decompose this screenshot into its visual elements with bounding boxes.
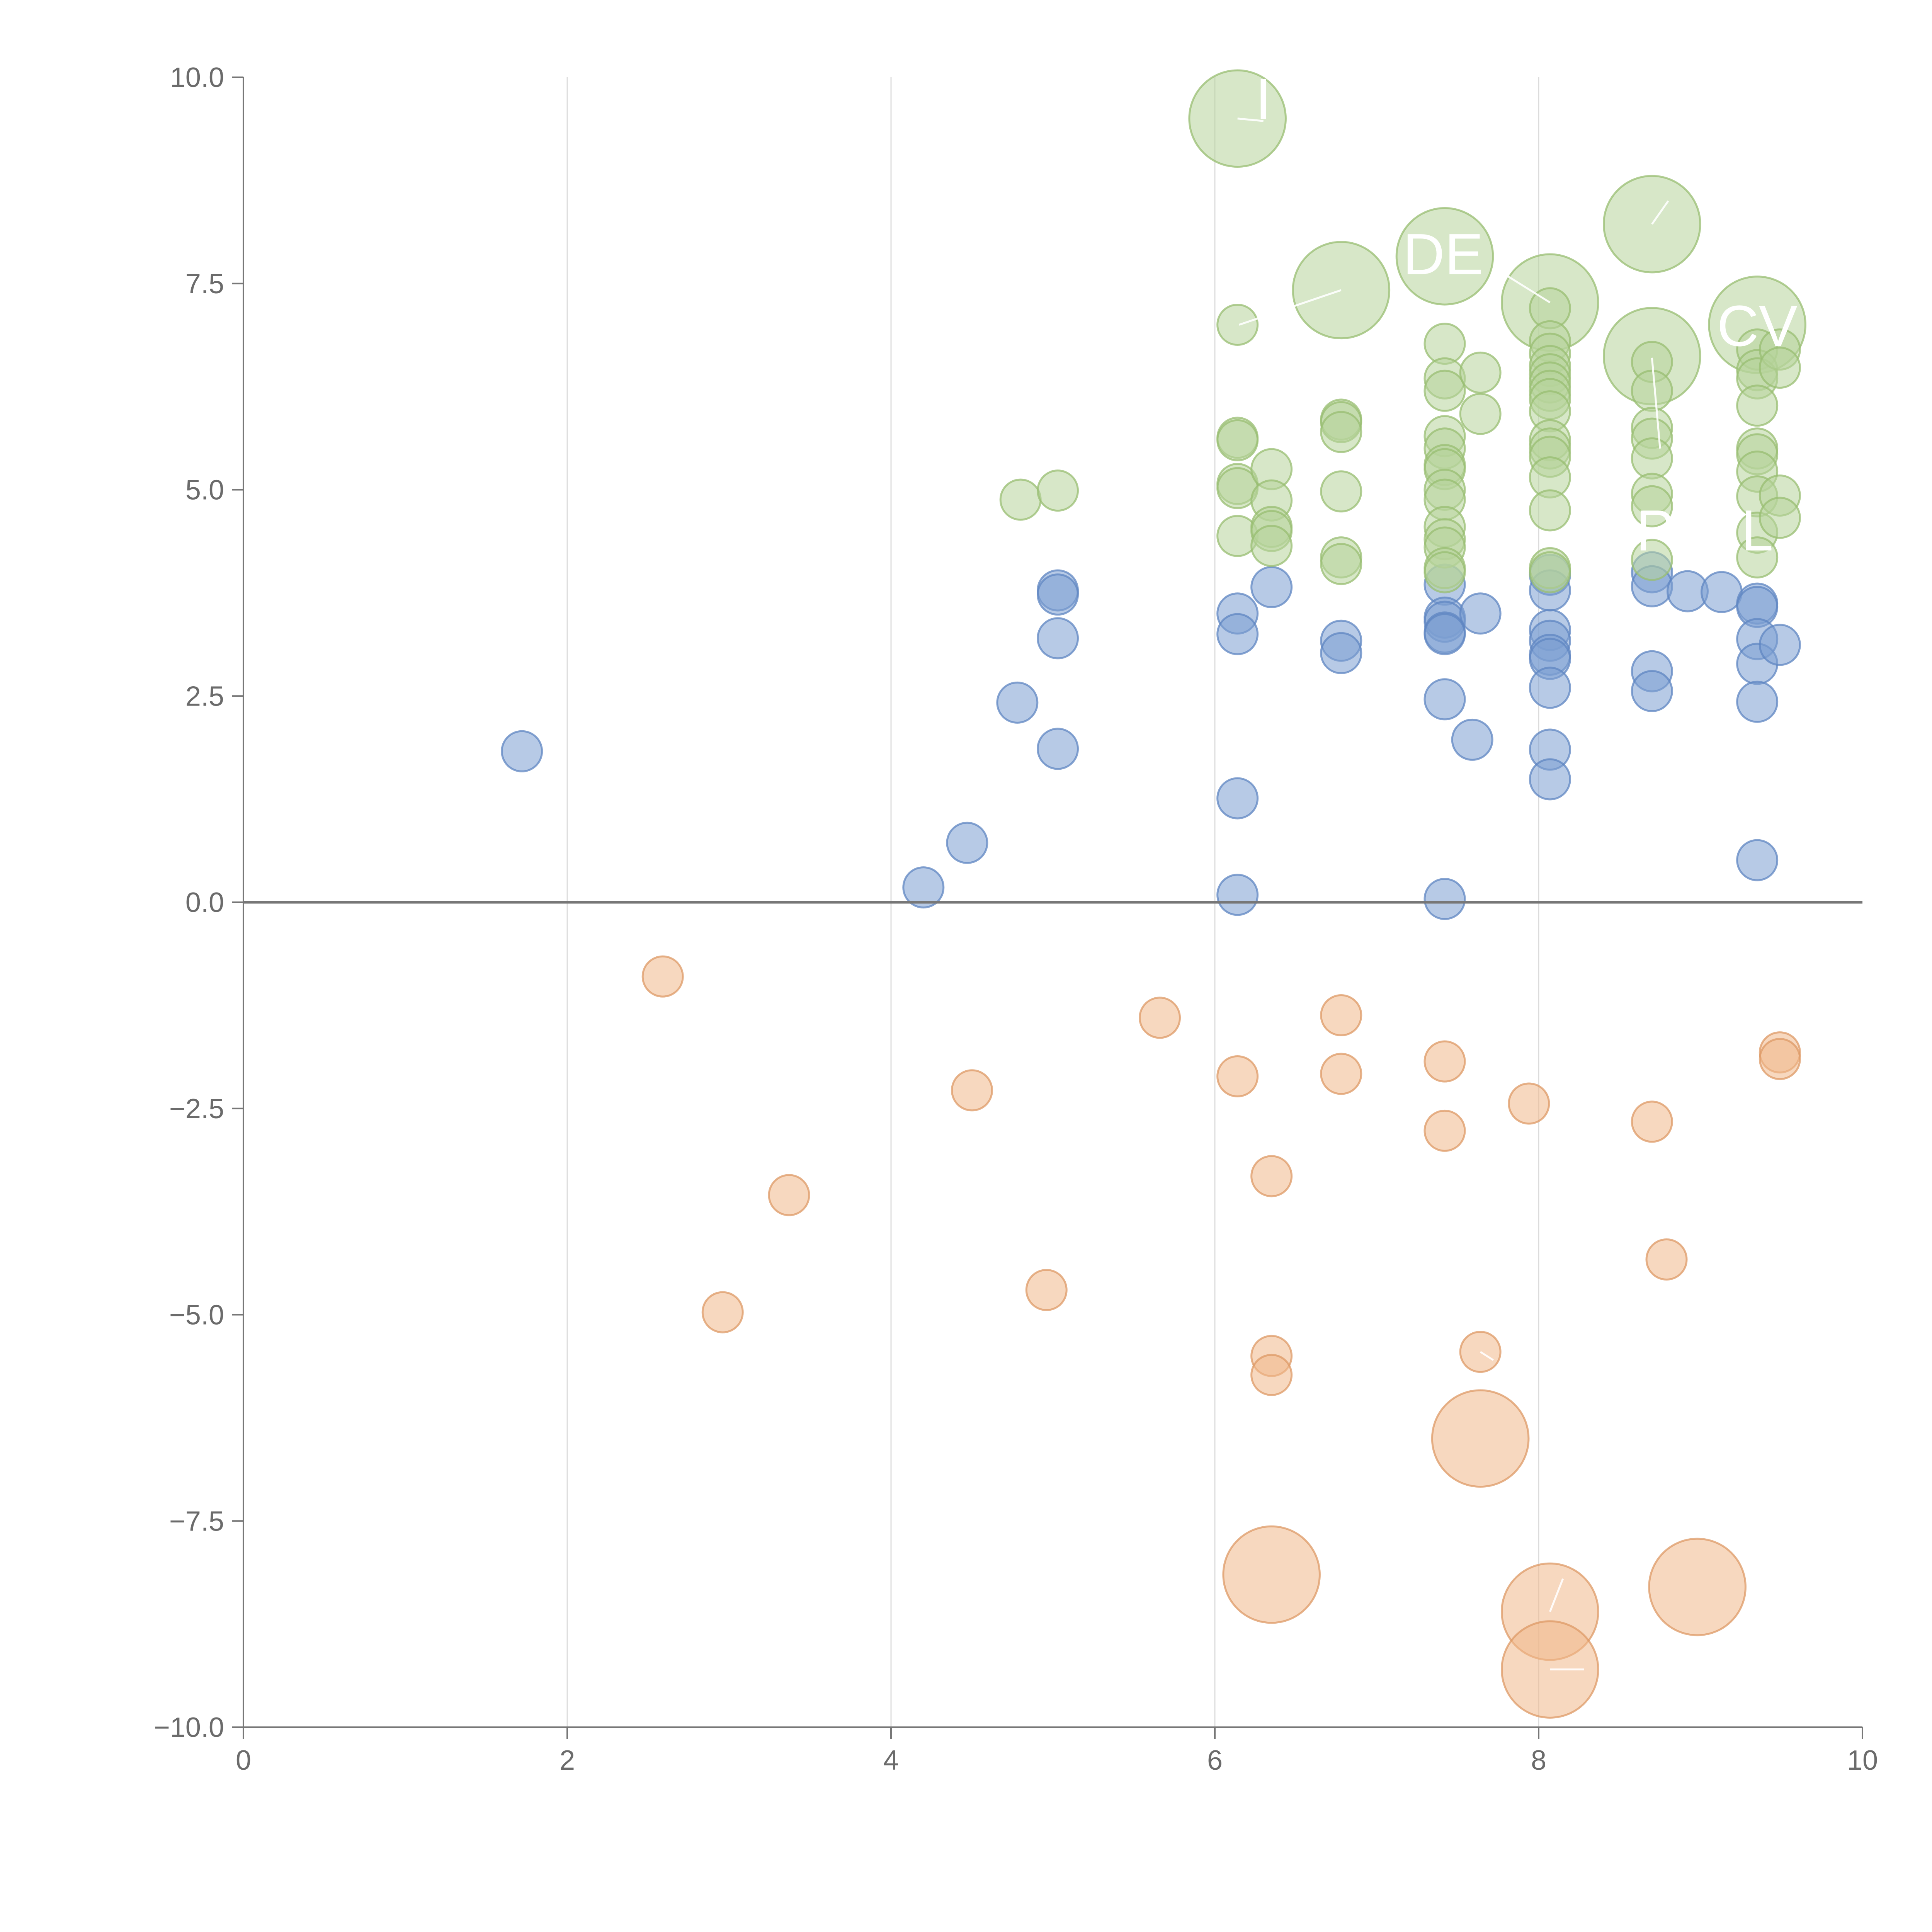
blue-point-1 [902,866,945,909]
blue-point-30 [1529,667,1571,709]
orange-point-13 [1423,1040,1466,1083]
orange-point-5 [1139,997,1181,1039]
label-connector-1 [1239,289,1342,326]
green-point-0 [999,478,1042,521]
y-tick-label-0: 10.0 [170,62,224,93]
orange-point-21 [1645,1238,1688,1281]
blue-point-19 [1423,613,1466,655]
orange-point-0 [641,955,684,998]
blue-point-9 [1216,613,1259,655]
bubble-label-3: P [1636,498,1675,563]
blue-point-21 [1423,878,1466,920]
blue-point-5 [1037,573,1079,616]
orange-point-2 [768,1174,810,1216]
green-point-69 [1736,384,1779,427]
blue-point-0 [501,730,543,772]
blue-point-20 [1423,678,1466,721]
label-connector-2 [1505,274,1551,303]
y-tick-label-6: −5.0 [169,1300,224,1331]
green-point-64 [1631,539,1673,581]
blue-point-45 [1759,624,1801,666]
orange-point-11 [1320,994,1362,1036]
orange-point-6 [1216,1055,1259,1097]
green-point-3 [1216,304,1259,346]
y-tick-label-7: −7.5 [169,1506,224,1537]
bubble-label-1: DE [1403,221,1483,286]
label-connectors [1237,117,1669,1671]
label-connector-3 [1651,200,1669,225]
orange-point-4 [1025,1269,1068,1311]
green-point-13 [1250,525,1293,567]
orange-point-9 [1250,1354,1293,1396]
x-tick-label-0: 0 [236,1745,251,1776]
bubble-labels: I DE CV P L [1255,66,1798,563]
blue-point-6 [1037,617,1079,660]
green-point-35 [1423,551,1466,594]
orange-point-7 [1250,1155,1293,1197]
blue-point-43 [1736,680,1779,723]
blue-point-11 [1216,874,1259,916]
orange-point-17 [1508,1082,1550,1125]
label-connector-5 [1549,1578,1564,1612]
bubble-label-2: CV [1717,293,1797,358]
blue-point-44 [1736,839,1779,881]
blue-point-2 [946,821,988,864]
orange-point-3 [951,1069,993,1112]
bubble-label-4: L [1741,498,1773,563]
y-tick-label-5: −2.5 [169,1094,224,1124]
y-tick-label-8: −10.0 [154,1712,224,1743]
green-point-36 [1459,351,1502,394]
green-point-21 [1395,207,1494,306]
orange-point-24 [1759,1038,1801,1080]
y-tick-label-4: 0.0 [185,887,224,918]
blue-point-7 [1037,728,1079,770]
green-point-58 [1631,369,1673,412]
label-connector-7 [1480,1351,1494,1361]
green-point-17 [1320,411,1362,453]
label-connector-0 [1237,117,1264,122]
green-point-54 [1529,551,1571,594]
y-tick-label-2: 5.0 [185,475,224,506]
x-tick-label-1: 2 [560,1745,575,1776]
bubble-label-0: I [1255,66,1272,131]
x-tick-label-2: 4 [883,1745,899,1776]
orange-point-16 [1431,1389,1530,1488]
green-point-24 [1423,369,1466,412]
blue-point-23 [1459,592,1502,635]
green-point-5 [1216,419,1259,461]
blue-point-12 [1250,566,1293,608]
green-point-52 [1529,489,1571,532]
blue-point-38 [1700,571,1743,613]
green-point-79 [1759,497,1801,539]
orange-point-14 [1423,1109,1466,1152]
green-point-18 [1320,470,1362,513]
green-point-75 [1736,536,1779,579]
blue-point-10 [1216,777,1259,820]
green-point-37 [1459,393,1502,435]
green-point-77 [1759,347,1801,389]
data-points [501,69,1806,1719]
orange-point-1 [701,1291,744,1333]
blue-point-3 [996,681,1039,724]
label-connector-4 [1651,357,1661,449]
green-point-1 [1037,469,1079,512]
x-tick-label-5: 10 [1847,1745,1878,1776]
x-tick-label-3: 6 [1207,1745,1223,1776]
y-tick-label-1: 7.5 [185,269,224,299]
blue-point-36 [1631,670,1673,712]
axes: 10.0 7.5 5.0 2.5 0.0 −2.5 −5.0 −7.5 −10.0 0 2 4 6 8 10 [154,62,1878,1776]
blue-point-32 [1529,758,1571,801]
blue-point-22 [1451,718,1493,761]
orange-point-22 [1648,1537,1747,1636]
green-point-63 [1631,485,1673,527]
green-point-20 [1320,543,1362,585]
x-tick-label-4: 8 [1531,1745,1546,1776]
orange-point-20 [1631,1100,1673,1143]
y-tick-label-3: 2.5 [185,681,224,712]
green-point-61 [1631,437,1673,480]
blue-point-14 [1320,632,1362,674]
orange-point-10 [1222,1525,1321,1624]
orange-point-12 [1320,1053,1362,1095]
